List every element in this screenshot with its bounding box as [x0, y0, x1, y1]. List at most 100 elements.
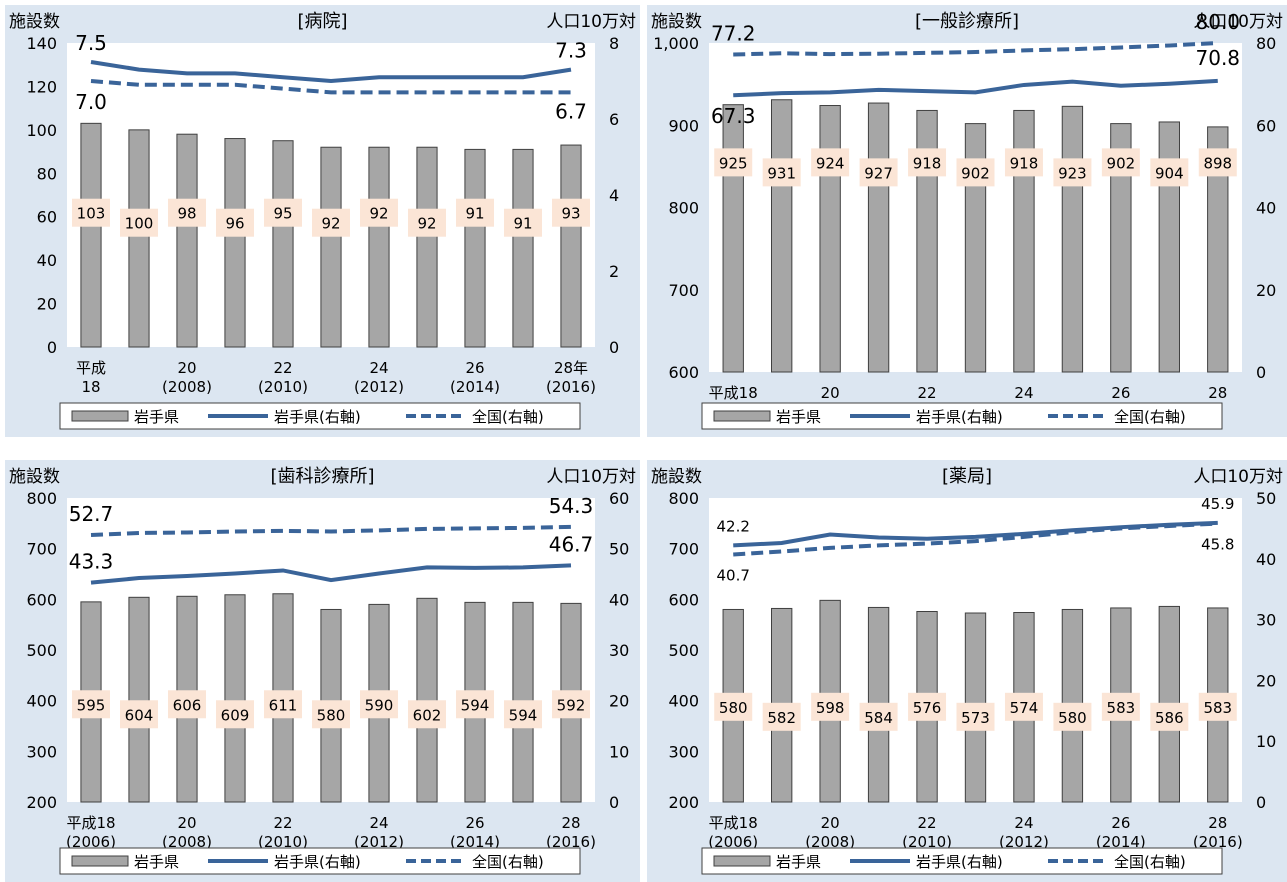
- bar-value-box: [811, 692, 850, 721]
- bar-value-label: 95: [273, 205, 292, 223]
- y-right-tick-label: 0: [1256, 363, 1266, 382]
- annotation-iwate-first: 42.2: [717, 517, 750, 535]
- bar-value-label: 606: [173, 696, 202, 714]
- bar-value-label: 573: [961, 709, 990, 727]
- bar-iwate: [416, 597, 438, 803]
- bar-value-box: [956, 158, 995, 187]
- bar-value-label: 611: [269, 696, 298, 714]
- bar-value-box: [408, 700, 446, 729]
- bar-value-box: [1101, 692, 1140, 721]
- bar-value-box: [1150, 158, 1189, 187]
- y-left-tick-label: 200: [668, 793, 699, 812]
- x-tick-label: 22 (2010): [258, 814, 308, 851]
- bar-value-label: 91: [465, 205, 484, 223]
- bar-iwate: [320, 146, 342, 348]
- line-iwate: [733, 520, 1218, 548]
- bar-value-box: [762, 158, 801, 187]
- bar-iwate: [368, 146, 390, 348]
- bar-value-box: [360, 690, 398, 719]
- legend-solid-label: 岩手県(右軸): [916, 408, 1003, 426]
- bar-value-label: 574: [1010, 699, 1039, 717]
- bar-value-box: [1198, 148, 1237, 177]
- legend-bar-label: 岩手県: [134, 408, 179, 426]
- bar-value-label: 580: [317, 706, 346, 724]
- annotation-national-first: 7.0: [75, 90, 107, 114]
- y-right-tick-label: 30: [1256, 611, 1276, 630]
- bar-value-box: [264, 198, 302, 227]
- left-axis-title: 施設数: [9, 467, 60, 487]
- legend-solid-label: 岩手県(右軸): [274, 853, 361, 871]
- y-left-tick-label: 200: [26, 793, 57, 812]
- bar-value-box: [312, 700, 350, 729]
- y-right-tick-label: 0: [609, 793, 619, 812]
- legend-dashed-label: 全国(右軸): [1114, 853, 1186, 871]
- y-right-tick-label: 10: [1256, 732, 1276, 751]
- y-right-tick-label: 60: [1256, 116, 1276, 135]
- bar-value-box: [216, 208, 254, 237]
- y-left-tick-label: 0: [47, 338, 57, 357]
- bar-iwate: [867, 102, 890, 373]
- bar-value-label: 580: [719, 699, 748, 717]
- chart-general-clinic: 施設数 [一般診療所] 人口10万対 600 700 800 900 1,000 0 20 40 60…: [647, 5, 1287, 437]
- bar-value-label: 609: [221, 706, 250, 724]
- bar-value-label: 595: [77, 696, 106, 714]
- bar-value-label: 92: [369, 205, 388, 223]
- bar-value-label: 590: [365, 696, 394, 714]
- y-left-tick-label: 700: [668, 540, 699, 559]
- bar-iwate: [464, 148, 486, 348]
- bar-value-label: 580: [1058, 709, 1087, 727]
- x-tick-label: 28: [1208, 384, 1227, 402]
- annotation-national-first: 77.2: [711, 22, 756, 46]
- bar-value-box: [956, 702, 995, 731]
- legend-bar-swatch: [713, 410, 771, 422]
- y-right-tick-label: 20: [609, 692, 629, 711]
- bar-value-box: [762, 702, 801, 731]
- y-right-tick-label: 4: [609, 186, 619, 205]
- y-right-tick-label: 30: [609, 641, 629, 660]
- x-tick-label: 平成18: [709, 384, 758, 402]
- bar-iwate: [272, 140, 294, 348]
- chart-svg: 施設数 [薬局] 人口10万対 200 300 400 500 600 700 800 0 10 20 3…: [647, 460, 1287, 882]
- bar-value-label: 923: [1058, 164, 1087, 182]
- annotation-iwate-first: 43.3: [69, 550, 114, 574]
- y-right-tick-label: 6: [609, 110, 619, 129]
- bar-value-box: [811, 148, 850, 177]
- chart-pharmacy: 施設数 [薬局] 人口10万対 200 300 400 500 600 700 800 0 10 20 3…: [647, 460, 1287, 882]
- bar-value-box: [456, 198, 494, 227]
- bar-value-box: [216, 700, 254, 729]
- bar-iwate: [416, 146, 438, 348]
- y-left-tick-label: 900: [668, 116, 699, 135]
- line-iwate: [733, 78, 1218, 98]
- y-left-tick-label: 120: [26, 77, 57, 96]
- chart-title: [歯科診療所]: [270, 466, 374, 487]
- x-tick-label: 平成18 (2006): [66, 814, 116, 851]
- bar-value-label: 583: [1107, 699, 1136, 717]
- bar-value-box: [1004, 692, 1043, 721]
- y-left-tick-label: 700: [668, 281, 699, 300]
- chart-title: [薬局]: [942, 466, 992, 487]
- x-tick-label: 22 (2010): [258, 359, 308, 396]
- chart-hospital: 施設数 [病院] 人口10万対 0 20 40 60 80 100 120 140 0 2 4 6 8 103 1…: [5, 5, 640, 437]
- y-right-tick-label: 0: [609, 338, 619, 357]
- bar-value-label: 918: [913, 154, 942, 172]
- bar-iwate: [1110, 123, 1132, 373]
- bar-value-label: 918: [1010, 154, 1039, 172]
- y-left-tick-label: 400: [668, 692, 699, 711]
- bar-iwate: [560, 144, 582, 348]
- left-axis-title: 施設数: [651, 467, 702, 487]
- y-left-tick-label: 800: [668, 489, 699, 508]
- y-right-tick-label: 10: [609, 742, 629, 761]
- bar-value-label: 898: [1203, 154, 1232, 172]
- bar-value-box: [1150, 702, 1189, 731]
- y-right-tick-label: 80: [1256, 34, 1276, 53]
- bar-value-box: [360, 198, 398, 227]
- x-tick-label: 20 (2008): [162, 359, 212, 396]
- right-axis-title: 人口10万対: [546, 12, 636, 32]
- y-right-tick-label: 50: [1256, 489, 1276, 508]
- left-axis-title: 施設数: [9, 12, 60, 32]
- right-axis-title: 人口10万対: [1193, 12, 1283, 32]
- bar-value-box: [456, 690, 494, 719]
- x-tick-label: 24 (2012): [999, 814, 1049, 851]
- annotation-national-last: 45.8: [1201, 536, 1234, 554]
- y-left-tick-label: 800: [668, 199, 699, 218]
